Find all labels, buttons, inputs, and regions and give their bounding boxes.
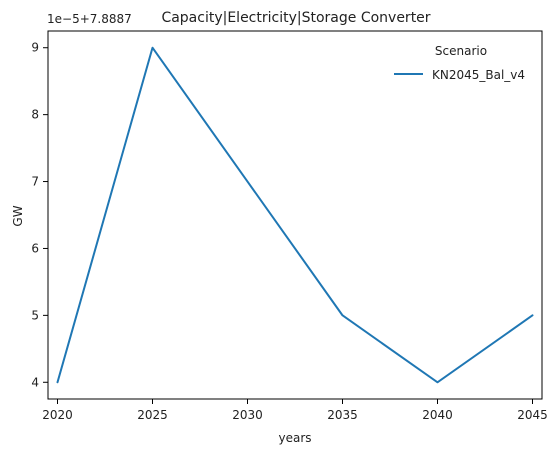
x-tick-label: 2035: [327, 408, 358, 422]
series-line: [56, 46, 534, 384]
y-tick-label: 7: [31, 175, 39, 189]
y-tick-label: 5: [31, 308, 39, 322]
y-tick-label: 4: [31, 375, 39, 389]
x-axis-label: years: [278, 431, 311, 445]
y-axis-offset-label: 1e−5+7.8887: [47, 12, 132, 26]
series-layer: [56, 46, 534, 384]
y-tick-label: 9: [31, 41, 39, 55]
y-axis-label: GW: [11, 205, 25, 226]
x-tick-label: 2020: [42, 408, 73, 422]
legend-title: Scenario: [435, 44, 487, 58]
x-tick-label: 2040: [422, 408, 453, 422]
x-axis: 2020 2025 2030 2035 2040 2045: [42, 399, 548, 422]
x-tick-label: 2025: [137, 408, 168, 422]
x-tick-label: 2030: [232, 408, 263, 422]
y-tick-label: 8: [31, 108, 39, 122]
chart-title: Capacity|Electricity|Storage Converter: [161, 10, 430, 26]
x-tick-label: 2045: [517, 408, 548, 422]
legend: Scenario KN2045_Bal_v4: [394, 44, 525, 82]
y-tick-label: 6: [31, 241, 39, 255]
y-axis: 4 5 6 7 8 9: [31, 41, 48, 389]
legend-series-label: KN2045_Bal_v4: [432, 68, 525, 82]
plot-area: [47, 30, 543, 400]
